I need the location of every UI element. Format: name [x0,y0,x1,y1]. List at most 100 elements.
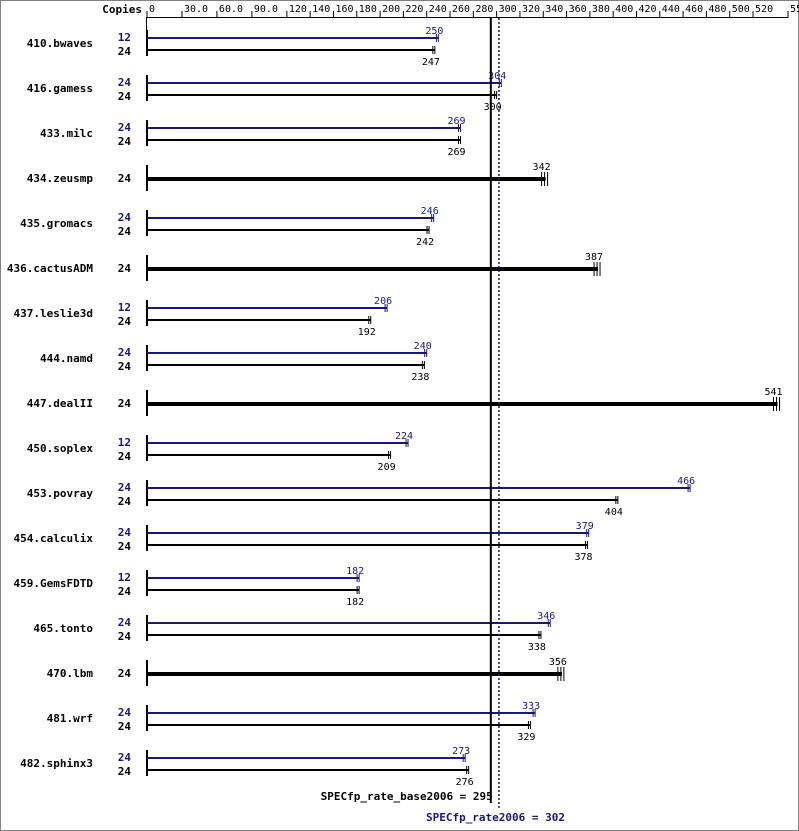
x-tick-label: 0 [149,4,155,15]
base-copies-count: 24 [118,585,132,598]
x-tick-label: 260 [452,4,470,15]
x-tick-label: 140 [312,4,330,15]
combined-value-label: 541 [764,387,782,398]
x-tick-label: 380 [592,4,610,15]
x-tick-label: 120 [289,4,307,15]
x-tick-label: 520 [755,4,773,15]
benchmark-label: 434.zeusmp [27,172,94,185]
x-tick-label: 160 [335,4,353,15]
base-value-label: 192 [358,327,376,338]
peak-copies-count: 24 [118,616,132,629]
benchmark-label: 410.bwaves [27,37,93,50]
x-tick-label: 300 [499,4,517,15]
copies-count: 24 [118,172,132,185]
base-copies-count: 24 [118,450,132,463]
base-value-label: 182 [346,597,364,608]
peak-value-label: 273 [452,746,470,757]
base-copies-count: 24 [118,765,132,778]
benchmark-label: 481.wrf [47,712,93,725]
x-tick-label: 440 [662,4,680,15]
base-value-label: 338 [528,642,546,653]
benchmark-label: 447.dealII [27,397,93,410]
base-copies-count: 24 [118,90,132,103]
x-tick-label: 400 [615,4,633,15]
base-copies-count: 24 [118,315,132,328]
peak-copies-count: 24 [118,76,132,89]
x-tick-label: 550 [790,4,799,15]
base-value-label: 300 [484,102,502,113]
x-tick-label: 180 [359,4,377,15]
base-value-label: 247 [422,57,440,68]
benchmark-label: 433.milc [40,127,93,140]
base-value-label: 209 [378,462,396,473]
base-copies-count: 24 [118,360,132,373]
x-tick-label: 90.0 [254,4,278,15]
base-copies-count: 24 [118,630,132,643]
peak-value-label: 206 [374,296,392,307]
benchmark-label: 450.soplex [27,442,94,455]
benchmark-label: 444.namd [40,352,93,365]
peak-value-label: 466 [677,476,695,487]
x-tick-label: 320 [522,4,540,15]
base-value-label: 329 [517,732,535,743]
x-tick-label: 420 [638,4,656,15]
peak-value-label: 250 [425,26,443,37]
benchmark-label: 435.gromacs [20,217,93,230]
peak-copies-count: 24 [118,346,132,359]
base-value-label: 404 [605,507,623,518]
x-tick-label: 340 [545,4,563,15]
x-tick-label: 200 [382,4,400,15]
base-value-label: 242 [416,237,434,248]
benchmark-label: 453.povray [27,487,94,500]
benchmark-label: 416.gamess [27,82,93,95]
x-tick-label: 500 [732,4,750,15]
peak-copies-count: 12 [118,571,131,584]
benchmark-label: 459.GemsFDTD [14,577,94,590]
base-value-label: 276 [456,777,474,788]
base-value-label: 378 [575,552,593,563]
benchmark-label: 437.leslie3d [14,307,93,320]
peak-value-label: 240 [414,341,432,352]
benchmark-label: 436.cactusADM [7,262,93,275]
combined-value-label: 342 [533,162,551,173]
x-tick-label: 240 [429,4,447,15]
base-copies-count: 24 [118,225,132,238]
copies-count: 24 [118,667,132,680]
peak-copies-count: 24 [118,526,132,539]
benchmark-label: 482.sphinx3 [20,757,93,770]
base-copies-count: 24 [118,45,132,58]
reference-lines: SPECfp_rate_base2006 = 295 SPECfp_rate200… [321,18,565,824]
peak-copies-count: 24 [118,211,132,224]
copies-count: 24 [118,397,132,410]
peak-value-label: 182 [346,566,364,577]
copies-count: 24 [118,262,132,275]
benchmark-label: 470.lbm [47,667,94,680]
peak-value-label: 246 [421,206,439,217]
peak-copies-count: 24 [118,706,132,719]
peak-copies-count: 24 [118,751,132,764]
peak-copies-count: 24 [118,121,132,134]
base-value-label: 269 [447,147,465,158]
x-tick-label: 480 [708,4,726,15]
x-tick-label: 360 [569,4,587,15]
peak-summary-label: SPECfp_rate2006 = 302 [426,811,565,824]
base-summary-label: SPECfp_rate_base2006 = 295 [321,790,493,803]
x-tick-label: 280 [475,4,493,15]
x-tick-label: 30.0 [184,4,208,15]
base-copies-count: 24 [118,720,132,733]
combined-value-label: 387 [585,252,603,263]
x-tick-label: 460 [685,4,703,15]
peak-copies-count: 12 [118,436,131,449]
base-copies-count: 24 [118,495,132,508]
base-copies-count: 24 [118,135,132,148]
x-tick-label: 60.0 [219,4,243,15]
peak-value-label: 304 [488,71,506,82]
peak-value-label: 269 [447,116,465,127]
peak-value-label: 346 [537,611,555,622]
peak-copies-count: 12 [118,31,131,44]
base-copies-count: 24 [118,540,132,553]
peak-copies-count: 12 [118,301,131,314]
benchmark-label: 465.tonto [33,622,93,635]
